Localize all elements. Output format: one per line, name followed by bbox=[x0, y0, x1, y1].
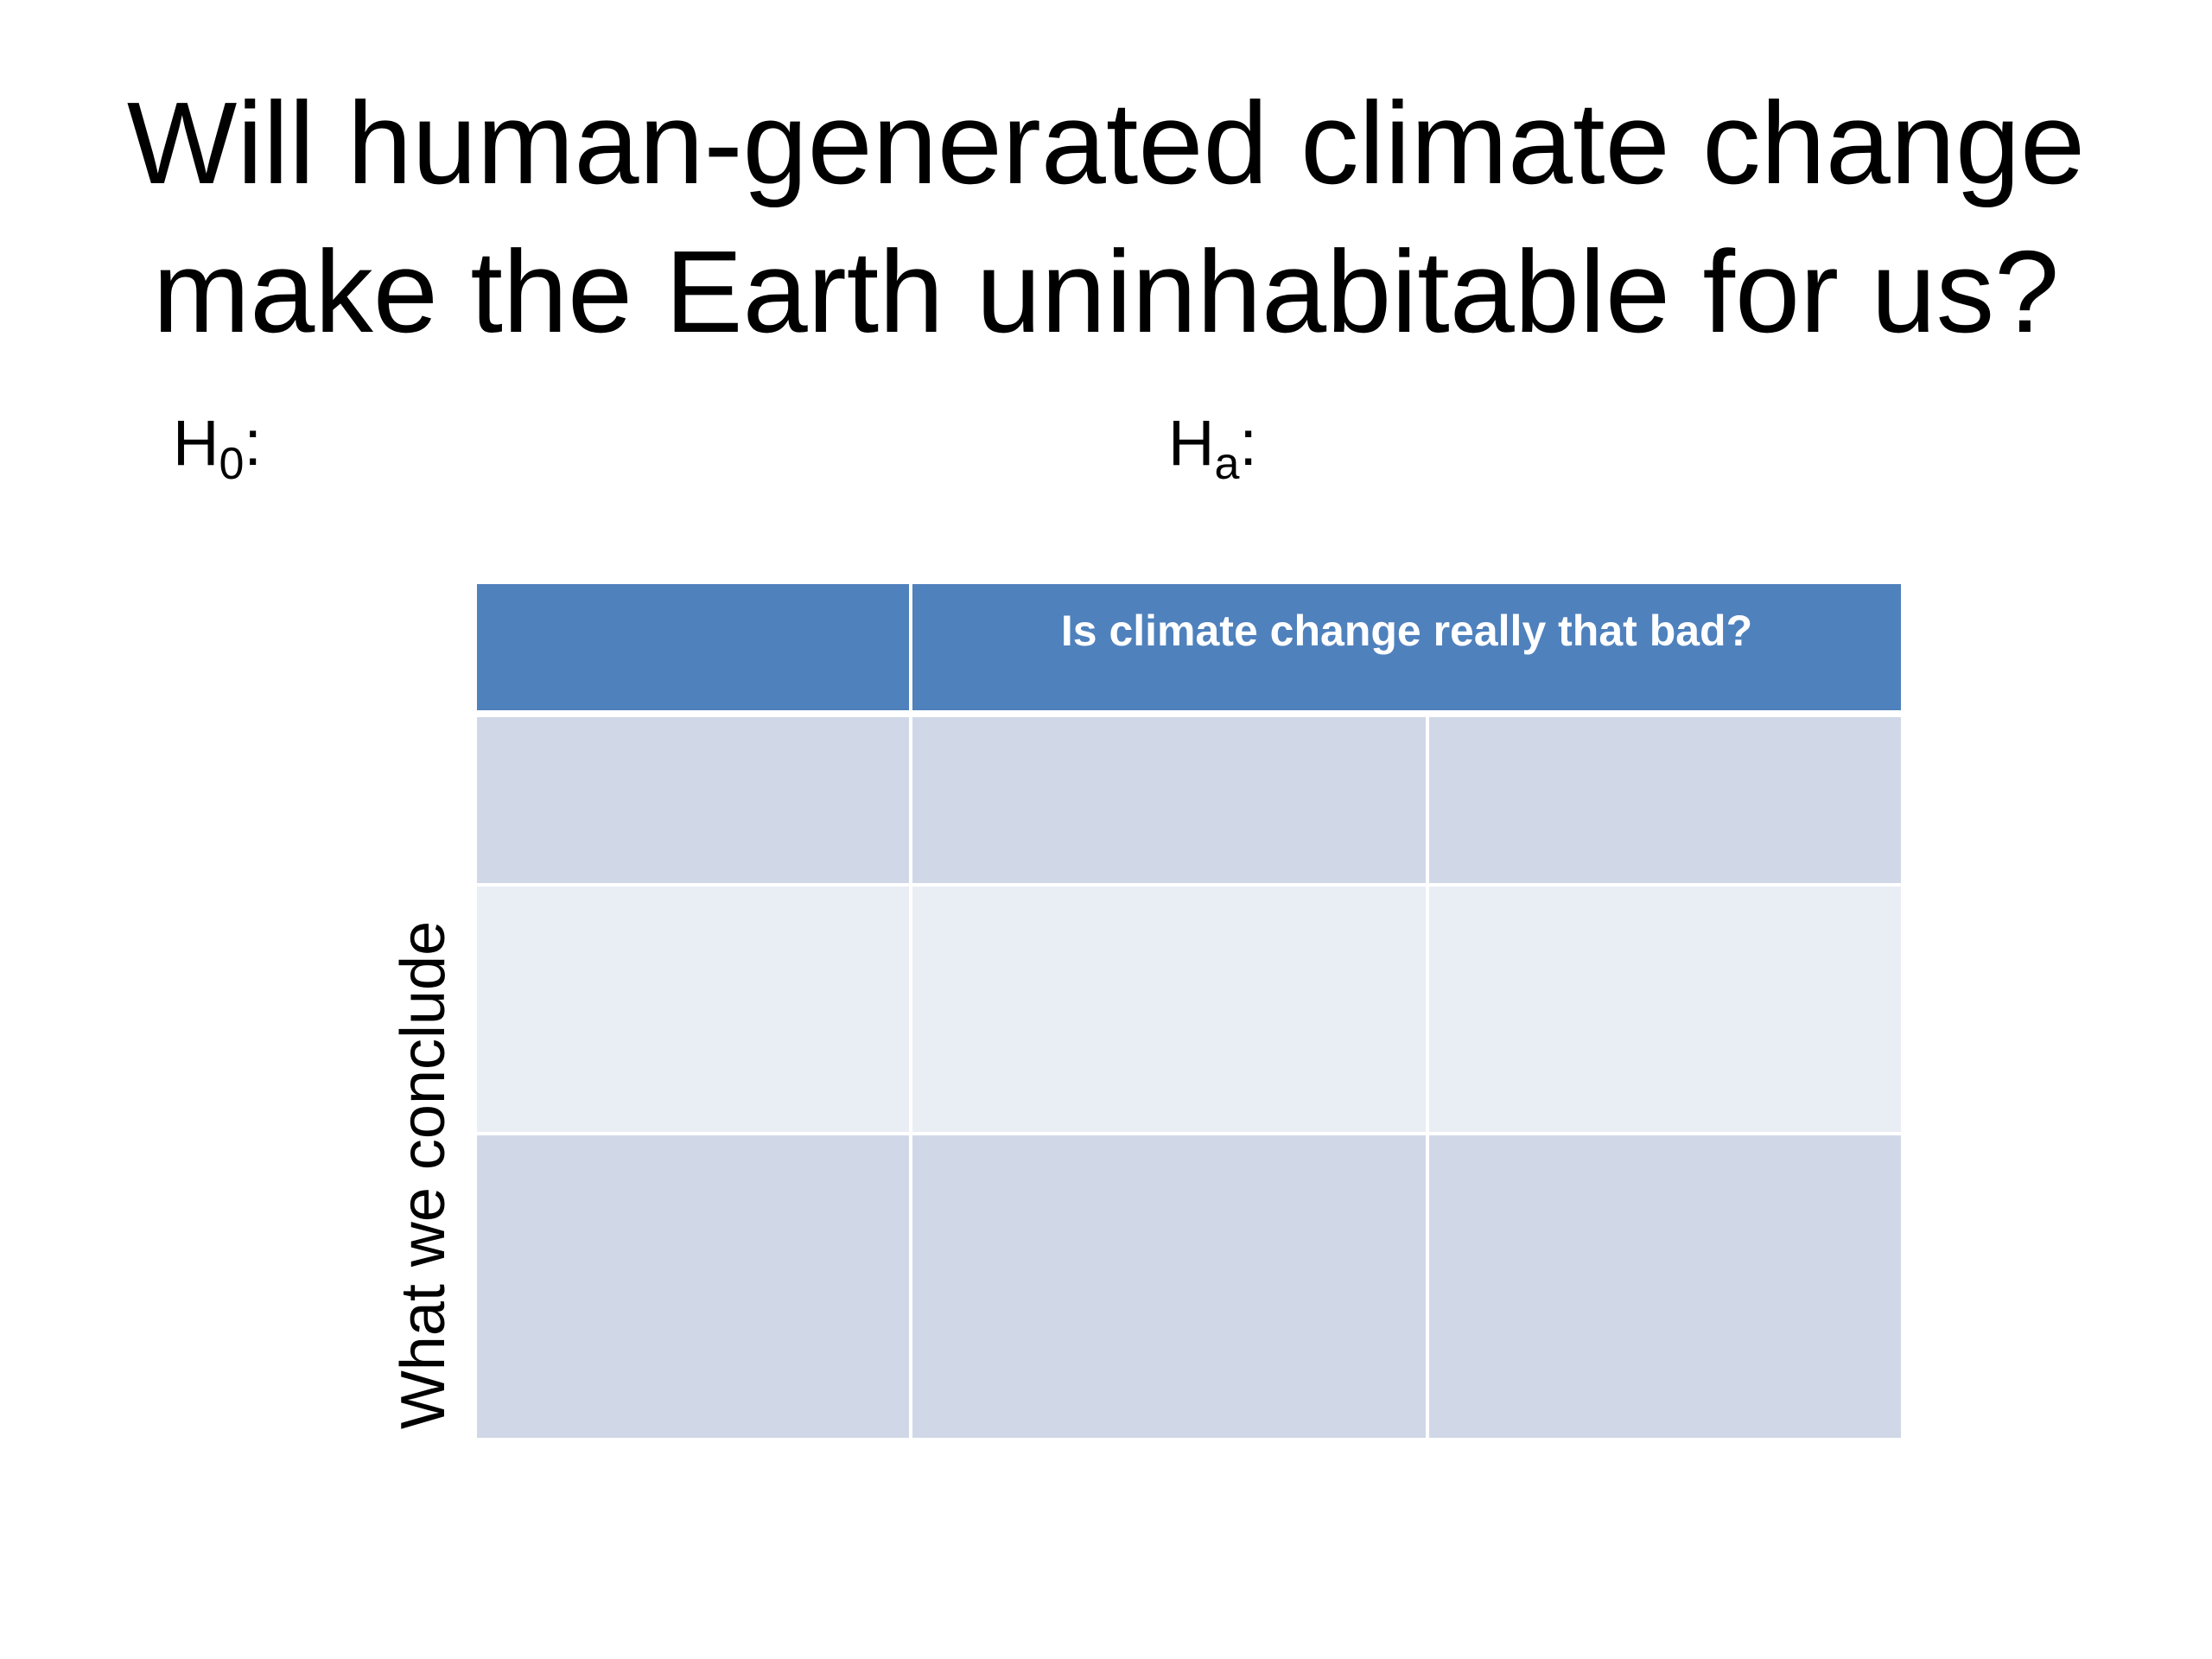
null-hypothesis-h: H bbox=[173, 407, 219, 479]
header-label: Is climate change really that bad? bbox=[1060, 607, 1753, 655]
null-hypothesis-label: H0: bbox=[173, 404, 262, 486]
alternative-hypothesis-subscript: a bbox=[1214, 439, 1240, 489]
row-axis-label-text: What we conclude bbox=[389, 920, 458, 1430]
title-line-2: make the Earth uninhabitable for us? bbox=[152, 226, 2060, 357]
table-cell-r3c1 bbox=[477, 1135, 909, 1438]
alternative-hypothesis-label: Ha: bbox=[1168, 404, 1257, 486]
table-cell-r3c2 bbox=[912, 1135, 1426, 1438]
alternative-hypothesis-h: H bbox=[1168, 407, 1215, 479]
table-cell-r1c3 bbox=[1429, 717, 1901, 883]
table-cell-r1c2 bbox=[912, 717, 1426, 883]
table-cell-r1c1 bbox=[477, 717, 909, 883]
table-cell-r3c3 bbox=[1429, 1135, 1901, 1438]
title-line-1: Will human-generated climate change bbox=[126, 78, 2086, 208]
slide-title: Will human-generated climate change make… bbox=[0, 69, 2212, 366]
decision-table: Is climate change really that bad? bbox=[477, 584, 1901, 1438]
table-cell-r2c3 bbox=[1429, 887, 1901, 1132]
header-corner-cell bbox=[477, 584, 909, 710]
null-hypothesis-subscript: 0 bbox=[219, 439, 245, 489]
table-cell-r2c2 bbox=[912, 887, 1426, 1132]
alternative-hypothesis-colon: : bbox=[1239, 407, 1257, 479]
null-hypothesis-colon: : bbox=[244, 407, 262, 479]
table-cell-r2c1 bbox=[477, 887, 909, 1132]
header-cell: Is climate change really that bad? bbox=[912, 584, 1901, 710]
